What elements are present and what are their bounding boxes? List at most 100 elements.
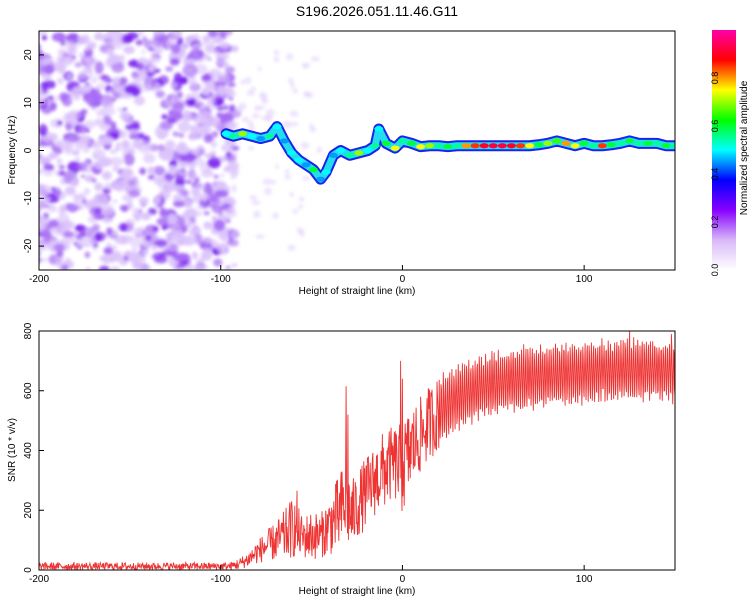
noise-blob: [191, 115, 198, 122]
noise-blob: [210, 141, 218, 148]
noise-blob: [51, 144, 56, 149]
colorbar: 0.0 0.2 0.4 0.6 0.8 Normalized spectral ampl…: [710, 30, 750, 276]
noise-blob: [216, 243, 229, 254]
noise-blob: [141, 50, 146, 54]
signal-point: [443, 144, 453, 150]
noise-blob: [130, 120, 140, 128]
noise-blob: [114, 235, 129, 245]
noise-blob: [207, 202, 212, 207]
noise-blob: [129, 236, 134, 240]
figure-title: S196.2026.051.11.46.G11: [296, 3, 458, 19]
noise-blob: [107, 53, 121, 65]
noise-blob: [174, 184, 184, 192]
noise-blob: [35, 230, 38, 234]
noise-blob: [192, 174, 200, 181]
noise-blob: [49, 152, 59, 159]
noise-blob: [48, 203, 56, 209]
noise-blob: [203, 182, 213, 195]
signal-point: [247, 133, 257, 139]
noise-blob: [132, 77, 141, 86]
noise-blob: [41, 106, 52, 114]
noise-blob: [201, 74, 212, 82]
noise-blob: [197, 111, 212, 123]
noise-field: [35, 31, 323, 270]
noise-blob: [161, 114, 168, 120]
noise-blob: [262, 178, 272, 186]
noise-blob: [202, 247, 212, 255]
noise-blob: [245, 76, 252, 85]
noise-blob: [264, 187, 273, 195]
noise-blob: [261, 99, 269, 104]
signal-point: [606, 142, 616, 148]
y-tick-label: 0: [23, 147, 34, 153]
noise-blob: [39, 167, 42, 176]
noise-blob: [203, 221, 212, 230]
noise-blob: [251, 113, 260, 119]
y-tick-label: 800: [23, 322, 34, 339]
noise-blob: [51, 32, 67, 42]
noise-blob: [63, 112, 76, 124]
signal-point: [425, 143, 435, 149]
noise-blob: [94, 118, 106, 127]
noise-blob: [221, 237, 227, 242]
noise-blob: [64, 186, 76, 196]
noise-blob: [168, 110, 179, 120]
colorbar-tick-label: 0.0: [710, 264, 720, 277]
noise-blob: [210, 153, 216, 161]
noise-blob: [182, 64, 198, 78]
noise-blob: [216, 85, 229, 97]
snr-x-label: Height of straight line (km): [299, 586, 416, 597]
noise-blob: [153, 239, 168, 248]
noise-blob: [229, 96, 234, 101]
noise-blob: [227, 82, 236, 88]
signal-point: [228, 133, 238, 139]
x-tick-label: 0: [400, 574, 406, 585]
noise-blob: [39, 31, 48, 36]
noise-blob: [272, 212, 279, 220]
noise-blob: [126, 32, 139, 40]
noise-blob: [71, 149, 80, 156]
noise-blob: [102, 255, 109, 263]
noise-blob: [109, 132, 120, 140]
noise-blob: [147, 166, 155, 175]
noise-blob: [94, 233, 103, 242]
signal-track: [220, 121, 675, 185]
noise-blob: [215, 72, 230, 83]
noise-blob: [213, 258, 223, 267]
noise-blob: [118, 222, 128, 232]
signal-point: [316, 176, 326, 182]
noise-blob: [63, 219, 72, 231]
noise-blob: [153, 251, 165, 260]
y-tick-label: 10: [23, 97, 34, 109]
noise-blob: [39, 44, 41, 50]
signal-point: [643, 140, 653, 146]
noise-blob: [154, 197, 161, 202]
noise-blob: [152, 165, 166, 176]
noise-blob: [65, 202, 71, 208]
noise-blob: [74, 61, 82, 68]
snr-y-label: SNR (10 * v/v): [7, 418, 18, 482]
noise-blob: [70, 178, 80, 187]
noise-blob: [196, 205, 205, 210]
signal-point: [345, 152, 355, 158]
spectrogram-content: [35, 31, 675, 270]
noise-blob: [93, 87, 101, 95]
noise-blob: [143, 76, 156, 90]
noise-blob: [214, 81, 220, 86]
noise-blob: [178, 132, 185, 138]
noise-blob: [274, 164, 280, 170]
noise-blob: [225, 31, 233, 36]
x-tick-label: -200: [29, 574, 49, 585]
noise-blob: [56, 161, 61, 167]
noise-blob: [153, 68, 161, 73]
noise-blob: [230, 174, 237, 180]
noise-blob: [248, 123, 255, 132]
noise-blob: [108, 156, 124, 166]
noise-blob: [84, 44, 91, 52]
noise-blob: [39, 156, 52, 165]
noise-blob: [92, 149, 106, 161]
noise-blob: [220, 174, 224, 178]
noise-blob: [42, 80, 56, 90]
y-tick-label: -10: [23, 191, 34, 206]
